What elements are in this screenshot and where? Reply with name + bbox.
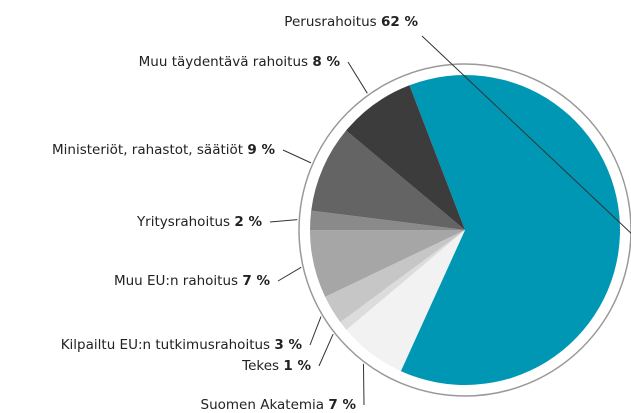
slice-label: Kilpailtu EU:n tutkimusrahoitus 3 %: [61, 337, 303, 353]
slice-name: Tekes: [241, 358, 279, 374]
slice-name: Suomen Akatemia: [201, 397, 325, 413]
slice-label: Suomen Akatemia 7 %: [201, 397, 357, 413]
leader-line: [269, 219, 298, 223]
pie-slice: [346, 230, 465, 372]
slice-name: Muu EU:n rahoitus: [114, 273, 238, 289]
slice-value: 2 %: [234, 214, 262, 230]
slice-name: Muu täydentävä rahoitus: [139, 54, 308, 70]
pie-slice: [325, 230, 465, 323]
pie-slice: [311, 130, 465, 230]
slice-label: Ministeriöt, rahastot, säätiöt 9 %: [52, 142, 275, 158]
slice-value: 3 %: [274, 337, 302, 353]
slice-name: Kilpailtu EU:n tutkimusrahoitus: [61, 337, 270, 353]
slice-value: 8 %: [312, 54, 340, 70]
pie-slice: [400, 75, 621, 385]
slice-label: Muu EU:n rahoitus 7 %: [114, 273, 271, 289]
leader-line: [421, 35, 631, 234]
leader-line: [309, 316, 322, 346]
slice-value: 7 %: [328, 397, 356, 413]
slice-label: Yritysrahoitus 2 %: [136, 214, 263, 230]
pie-slice: [340, 230, 465, 330]
slice-value: 9 %: [247, 142, 275, 158]
slice-label: Tekes 1 %: [241, 358, 311, 374]
leader-line: [277, 266, 302, 282]
pie-slice: [310, 210, 465, 231]
slice-value: 7 %: [242, 273, 270, 289]
slice-name: Ministeriöt, rahastot, säätiöt: [52, 142, 243, 158]
slice-label: Muu täydentävä rahoitus 8 %: [139, 54, 341, 70]
leader-line: [318, 333, 334, 367]
slice-label: Perusrahoitus 62 %: [284, 14, 418, 30]
pie-slice: [346, 85, 465, 230]
slice-name: Perusrahoitus: [284, 14, 376, 30]
leader-line: [282, 149, 312, 164]
slice-value: 62 %: [381, 14, 418, 30]
slice-name: Yritysrahoitus: [136, 214, 230, 230]
slice-value: 1 %: [283, 358, 311, 374]
leader-line: [362, 363, 365, 406]
pie-slice: [310, 230, 465, 297]
leader-line: [347, 61, 368, 94]
